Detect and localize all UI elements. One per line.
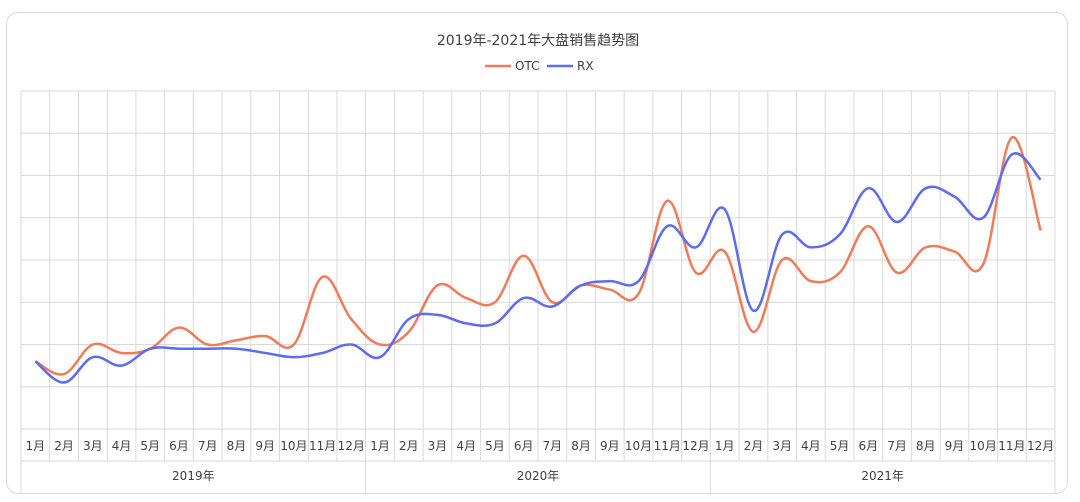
x-tick-label: 7月 <box>198 439 218 453</box>
x-tick-label: 5月 <box>140 439 160 453</box>
x-tick-label: 8月 <box>916 439 936 453</box>
x-tick-label: 4月 <box>801 439 821 453</box>
x-tick-label: 1月 <box>370 439 390 453</box>
series-line-rx <box>34 152 1042 384</box>
year-label: 2021年 <box>861 469 904 483</box>
chart-card: 2019年-2021年大盘销售趋势图 OTC RX 1月 2月 3月 4月 5月 6月 7月 8… <box>6 12 1068 494</box>
x-tick-label: 1月 <box>26 439 46 453</box>
x-tick-label: 9月 <box>600 439 620 453</box>
chart-grid <box>20 90 1056 493</box>
x-tick-label: 5月 <box>830 439 850 453</box>
x-tick-label: 3月 <box>428 439 448 453</box>
x-tick-label: 11月 <box>309 439 336 453</box>
x-tick-label: 3月 <box>772 439 792 453</box>
year-label: 2019年 <box>172 469 215 483</box>
legend-label-rx: RX <box>577 59 594 73</box>
x-tick-label: 8月 <box>571 439 591 453</box>
x-tick-label: 11月 <box>654 439 681 453</box>
x-tick-label: 6月 <box>514 439 534 453</box>
x-tick-label: 2月 <box>399 439 419 453</box>
x-tick-label: 10月 <box>625 439 652 453</box>
x-tick-label: 11月 <box>998 439 1025 453</box>
x-tick-label: 1月 <box>715 439 735 453</box>
legend-label-otc: OTC <box>515 59 539 73</box>
year-label: 2020年 <box>517 469 560 483</box>
x-tick-label: 2月 <box>54 439 74 453</box>
x-tick-label: 12月 <box>1027 439 1054 453</box>
x-tick-label: 10月 <box>280 439 307 453</box>
x-tick-label: 10月 <box>970 439 997 453</box>
x-tick-label: 8月 <box>227 439 247 453</box>
x-tick-label: 12月 <box>338 439 365 453</box>
x-tick-label: 7月 <box>543 439 563 453</box>
legend-item-otc: OTC <box>485 59 539 73</box>
x-tick-label: 6月 <box>169 439 189 453</box>
x-axis: 1月 2月 3月 4月 5月 6月 7月 8月 9月 10月 11月 12月 1月 2月 3月 4月 5月 6月 7… <box>26 439 1055 483</box>
chart-title: 2019年-2021年大盘销售趋势图 <box>437 32 639 49</box>
x-tick-label: 4月 <box>112 439 132 453</box>
x-tick-label: 9月 <box>255 439 275 453</box>
x-tick-label: 9月 <box>945 439 965 453</box>
x-tick-label: 7月 <box>887 439 907 453</box>
x-tick-label: 3月 <box>83 439 103 453</box>
x-tick-label: 5月 <box>485 439 505 453</box>
legend-item-rx: RX <box>547 59 594 73</box>
x-tick-label: 6月 <box>858 439 878 453</box>
series-lines <box>34 136 1042 384</box>
x-tick-label: 2月 <box>744 439 764 453</box>
chart-legend: OTC RX <box>485 59 594 73</box>
x-tick-label: 12月 <box>682 439 709 453</box>
line-chart: 2019年-2021年大盘销售趋势图 OTC RX 1月 2月 3月 4月 5月 6月 7月 8… <box>20 32 1056 493</box>
x-tick-label: 4月 <box>456 439 476 453</box>
